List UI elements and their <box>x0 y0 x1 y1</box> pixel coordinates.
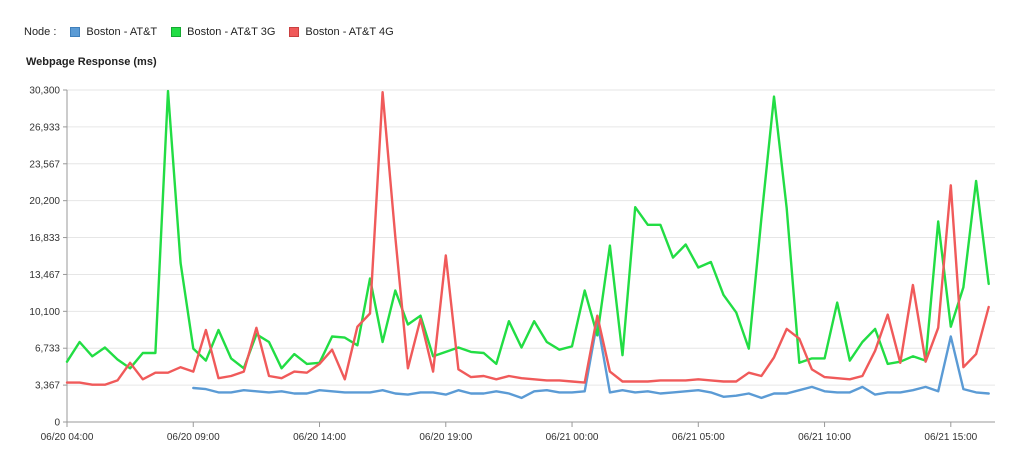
legend-label: Node : <box>24 26 57 38</box>
x-tick-label: 06/21 15:00 <box>924 432 977 443</box>
y-tick-label: 3,367 <box>35 381 60 392</box>
y-axis-title: Webpage Response (ms) <box>26 56 157 68</box>
series-line-1 <box>65 89 990 370</box>
x-tick-label: 06/20 04:00 <box>41 432 94 443</box>
x-axis-ticks: 06/20 04:00 06/20 09:00 06/20 14:00 06/20 1… <box>41 422 978 443</box>
y-tick-label: 20,200 <box>29 196 60 207</box>
x-tick-label: 06/21 10:00 <box>798 432 851 443</box>
y-tick-label: 0 <box>54 418 60 429</box>
y-tick-label: 23,567 <box>29 159 60 170</box>
y-tick-label: 13,467 <box>29 270 60 281</box>
legend-swatch-att-3g <box>171 27 182 37</box>
series-line-0 <box>192 320 990 400</box>
legend-text-att-4g: Boston - AT&T 4G <box>305 26 394 38</box>
x-tick-label: 06/20 19:00 <box>419 432 472 443</box>
x-tick-label: 06/20 09:00 <box>167 432 220 443</box>
legend-swatch-att <box>70 27 81 37</box>
grid-lines <box>67 89 995 423</box>
legend-item-att-4g[interactable]: Boston - AT&T 4G <box>289 26 394 38</box>
y-tick-label: 10,100 <box>29 307 60 318</box>
y-axis-ticks: 0 3,367 6,733 10,100 13,467 16,833 20,200 23,56… <box>29 86 68 429</box>
legend-text-att: Boston - AT&T <box>86 26 158 38</box>
chart-legend: Node : Boston - AT&T Boston - AT&T 3G Bo… <box>24 24 408 40</box>
legend-swatch-att-4g <box>289 27 300 37</box>
x-tick-label: 06/21 05:00 <box>672 432 725 443</box>
series-line-2 <box>65 91 990 386</box>
x-tick-label: 06/20 14:00 <box>293 432 346 443</box>
y-tick-label: 16,833 <box>29 233 60 244</box>
legend-text-att-3g: Boston - AT&T 3G <box>187 26 276 38</box>
series-lines <box>65 89 990 400</box>
legend-item-att-3g[interactable]: Boston - AT&T 3G <box>171 26 275 38</box>
y-tick-label: 6,733 <box>35 344 60 355</box>
y-tick-label: 30,300 <box>29 86 60 97</box>
x-tick-label: 06/21 00:00 <box>546 432 599 443</box>
legend-item-att[interactable]: Boston - AT&T <box>70 26 157 38</box>
y-tick-label: 26,933 <box>29 122 60 133</box>
